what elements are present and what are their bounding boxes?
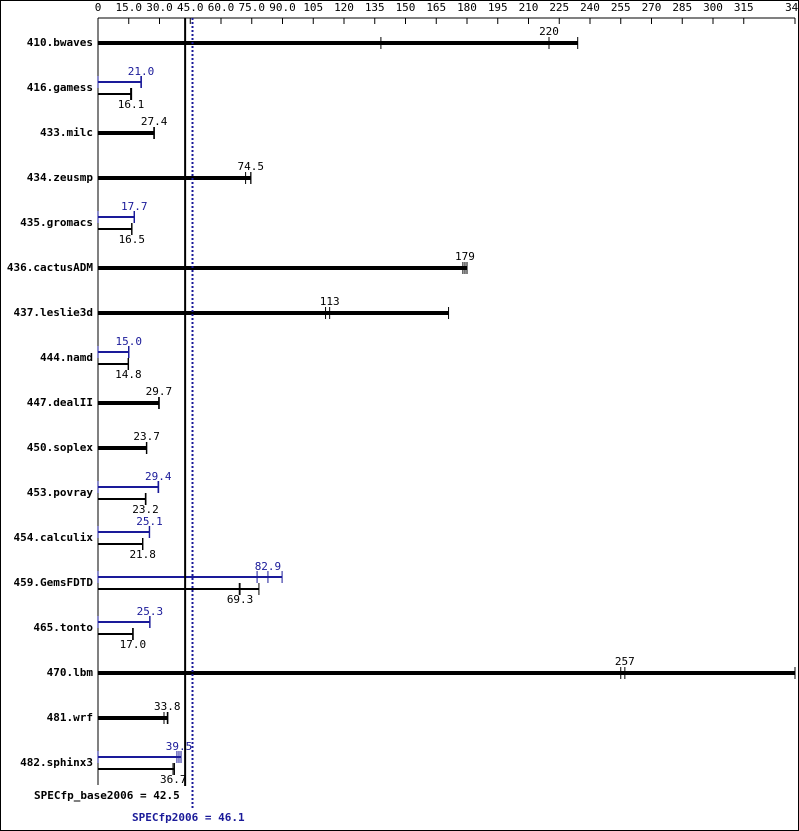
value-label: 36.7 [160, 773, 187, 786]
category-label: 453.povray [27, 486, 94, 499]
category-label: 410.bwaves [27, 36, 93, 49]
x-tick-label: 0 [95, 1, 102, 14]
category-label: 437.leslie3d [14, 306, 93, 319]
category-label: 436.cactusADM [7, 261, 93, 274]
x-tick-label: 225 [549, 1, 569, 14]
x-tick-label: 240 [580, 1, 600, 14]
x-tick-label: 135 [365, 1, 385, 14]
x-tick-label: 180 [457, 1, 477, 14]
category-label: 465.tonto [33, 621, 93, 634]
category-label: 416.gamess [27, 81, 93, 94]
value-label: 29.4 [145, 470, 172, 483]
value-label: 257 [615, 655, 635, 668]
reference-label: SPECfp_base2006 = 42.5 [34, 789, 180, 802]
category-label: 435.gromacs [20, 216, 93, 229]
value-label: 21.8 [129, 548, 156, 561]
x-tick-label: 30.0 [146, 1, 173, 14]
x-tick-label: 165 [426, 1, 446, 14]
category-label: 433.milc [40, 126, 93, 139]
x-tick-label: 45.0 [177, 1, 204, 14]
x-tick-label: 285 [672, 1, 692, 14]
category-label: 482.sphinx3 [20, 756, 93, 769]
category-label: 450.soplex [27, 441, 94, 454]
value-label: 16.5 [119, 233, 146, 246]
value-label: 16.1 [118, 98, 145, 111]
category-label: 459.GemsFDTD [14, 576, 94, 589]
value-label: 82.9 [255, 560, 282, 573]
value-label: 179 [455, 250, 475, 263]
value-label: 220 [539, 25, 559, 38]
x-tick-label: 90.0 [269, 1, 296, 14]
x-tick-label: 15.0 [116, 1, 143, 14]
value-label: 29.7 [146, 385, 173, 398]
value-label: 27.4 [141, 115, 168, 128]
value-label: 23.2 [132, 503, 159, 516]
x-tick-label: 75.0 [239, 1, 266, 14]
value-label: 25.1 [136, 515, 163, 528]
x-tick-label: 195 [488, 1, 508, 14]
value-label: 21.0 [128, 65, 155, 78]
reference-value: 42.5 [153, 789, 180, 802]
x-tick-label: 60.0 [208, 1, 235, 14]
category-label: 444.namd [40, 351, 93, 364]
value-label: 113 [320, 295, 340, 308]
value-label: 69.3 [227, 593, 254, 606]
x-tick-label: 270 [642, 1, 662, 14]
value-label: 25.3 [137, 605, 164, 618]
category-label: 434.zeusmp [27, 171, 94, 184]
x-tick-label: 315 [734, 1, 754, 14]
category-label: 470.lbm [47, 666, 94, 679]
x-tick-label: 150 [396, 1, 416, 14]
reference-label: SPECfp2006 = 46.1 [132, 811, 245, 824]
x-tick-label: 120 [334, 1, 354, 14]
value-label: 15.0 [116, 335, 143, 348]
value-label: 23.7 [133, 430, 160, 443]
x-tick-label: 105 [303, 1, 323, 14]
x-tick-label: 340 [785, 1, 799, 14]
value-label: 39.5 [166, 740, 193, 753]
reference-name: SPECfp_base2006 = [34, 789, 147, 802]
x-tick-label: 300 [703, 1, 723, 14]
value-label: 17.0 [120, 638, 147, 651]
category-label: 454.calculix [14, 531, 94, 544]
value-label: 17.7 [121, 200, 148, 213]
x-tick-label: 210 [519, 1, 539, 14]
category-label: 481.wrf [47, 711, 93, 724]
value-label: 14.8 [115, 368, 142, 381]
reference-name: SPECfp2006 = [132, 811, 212, 824]
category-label: 447.dealII [27, 396, 93, 409]
value-label: 33.8 [154, 700, 181, 713]
value-label: 74.5 [237, 160, 264, 173]
reference-value: 46.1 [218, 811, 245, 824]
x-tick-label: 255 [611, 1, 631, 14]
